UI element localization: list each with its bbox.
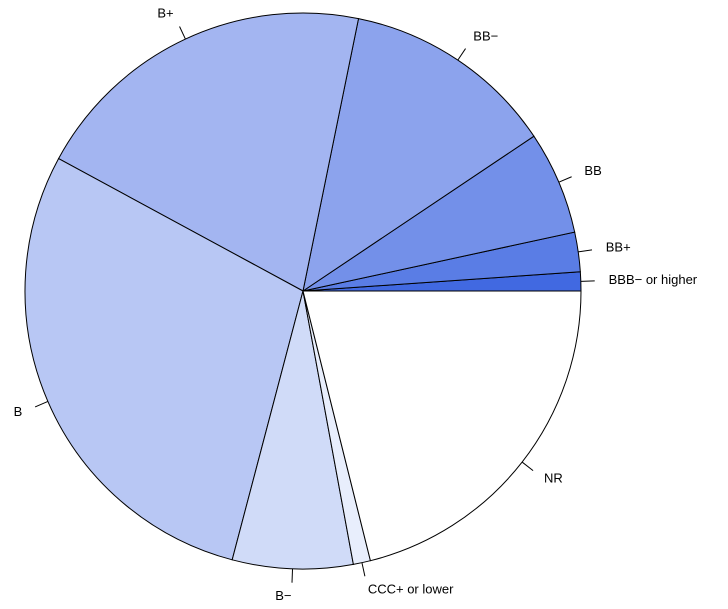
slice-label: B− [275, 588, 291, 603]
pie-slice [57, 12, 360, 292]
pie-slice [24, 157, 304, 561]
label-leader [179, 26, 186, 40]
label-leader [361, 562, 366, 577]
slice-label: NR [544, 471, 563, 486]
slice-label: B+ [157, 5, 173, 20]
label-leader [521, 461, 534, 472]
slice-label: BBB− or higher [609, 272, 698, 287]
label-leader [578, 249, 593, 253]
label-leader [457, 48, 466, 61]
pie-slice [231, 290, 354, 570]
label-leader [558, 176, 572, 183]
slice-label: BB [584, 163, 601, 178]
slice-label: CCC+ or lower [368, 581, 454, 596]
pie-slice [302, 290, 582, 562]
slice-label: BB− [473, 28, 498, 43]
pie-slice [302, 18, 535, 293]
slice-label: BB+ [606, 239, 631, 254]
label-leader [34, 400, 49, 408]
label-leader [291, 568, 294, 583]
slice-label: B [14, 404, 23, 419]
